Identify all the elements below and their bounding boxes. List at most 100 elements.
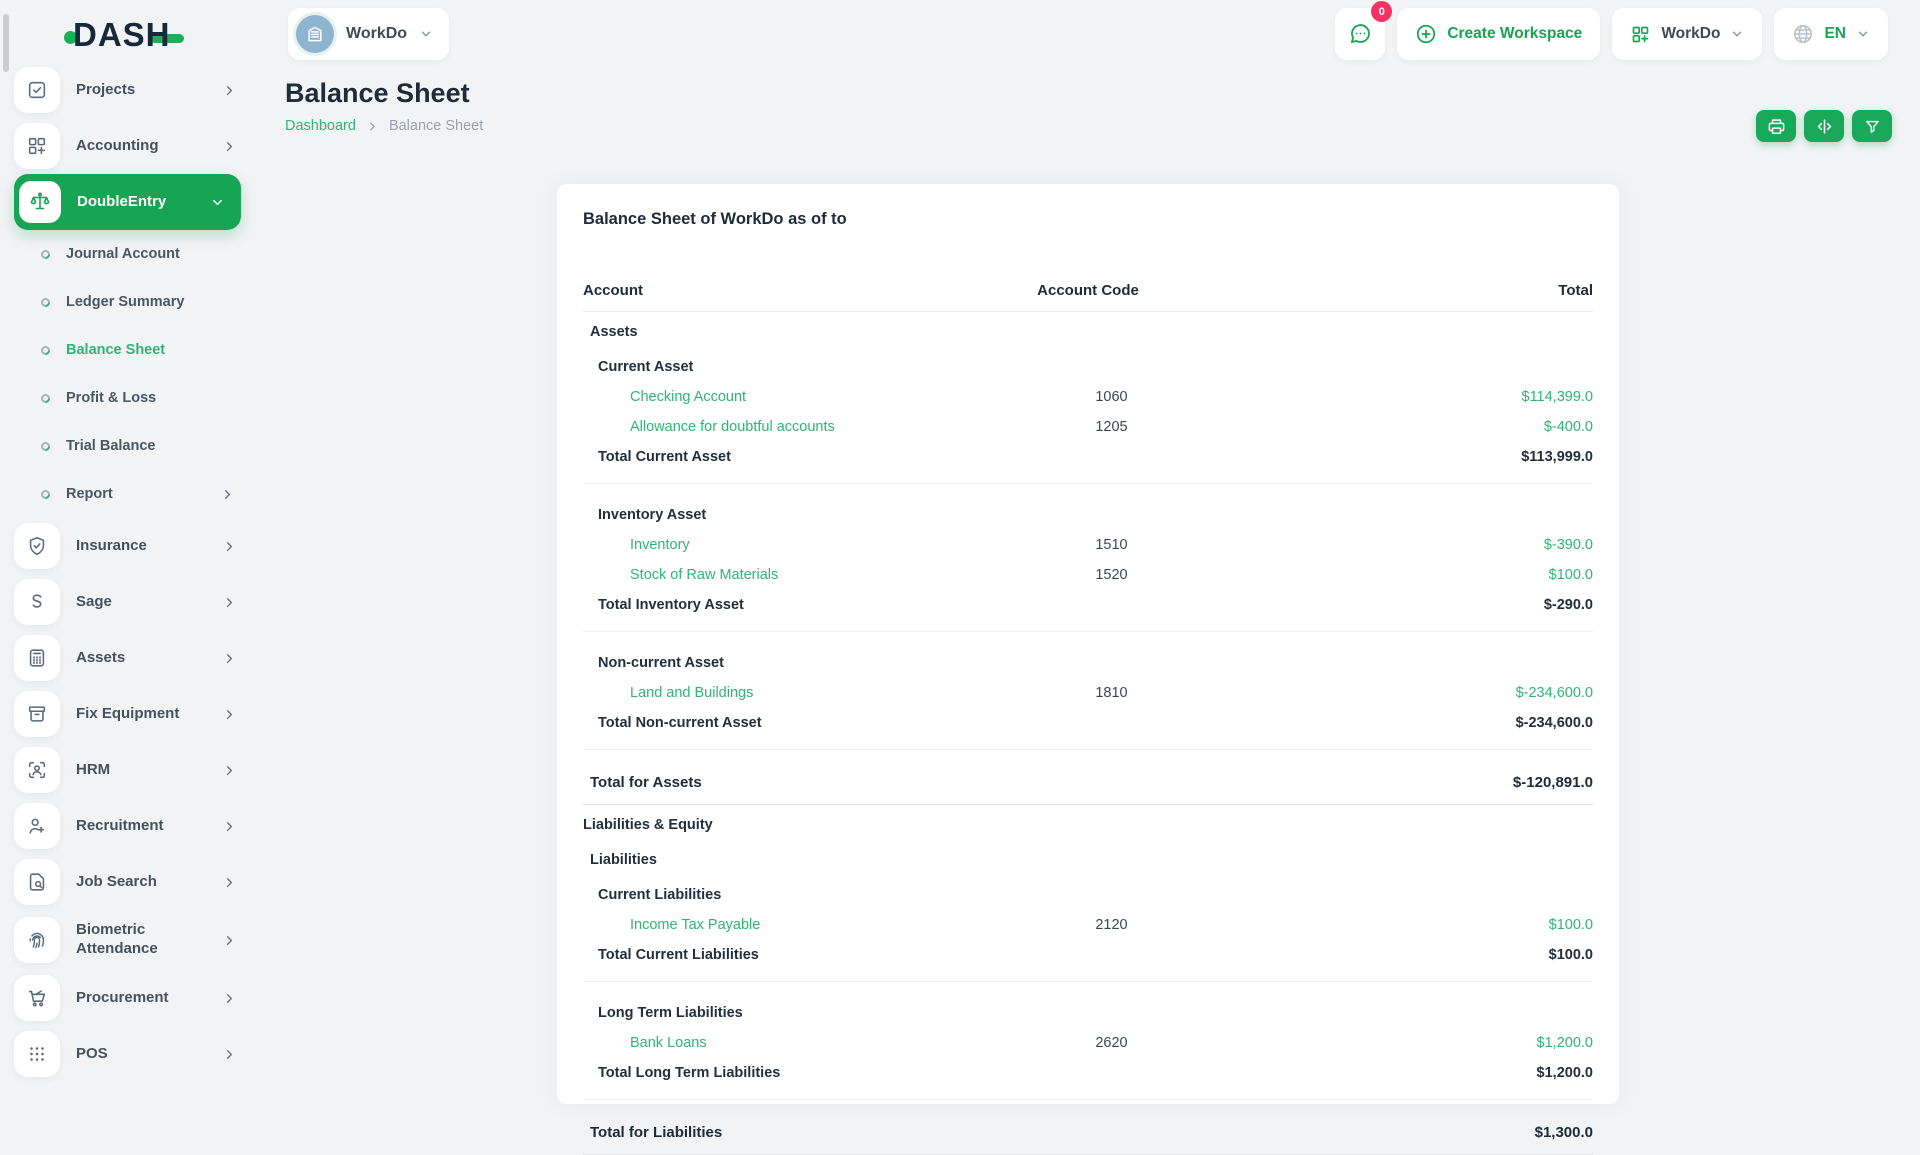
- account-cell: Total Current Liabilities: [598, 947, 759, 963]
- balance-sheet-table: Account Account Code Total Assets Curren…: [583, 271, 1593, 1155]
- sidebar-item-insurance[interactable]: Insurance: [14, 518, 255, 574]
- sidebar-subitem-profit-loss[interactable]: Profit & Loss: [14, 374, 255, 422]
- table-row: Non-current Asset: [583, 643, 1593, 678]
- account-cell: Non-current Asset: [598, 655, 724, 671]
- workspace-name: WorkDo: [346, 25, 408, 42]
- chevron-right-icon: [222, 819, 237, 834]
- print-button[interactable]: [1756, 110, 1796, 142]
- chevron-right-icon: [222, 763, 237, 778]
- sidebar-item-doubleentry[interactable]: DoubleEntry: [14, 174, 241, 230]
- sidebar-nav: Projects Accounting DoubleEntry Journal …: [0, 62, 255, 1080]
- account-cell: Total for Assets: [590, 774, 702, 791]
- chevron-right-icon: [222, 1047, 237, 1062]
- sidebar-item-hrm[interactable]: HRM: [14, 742, 255, 798]
- row-divider: [583, 483, 1593, 484]
- table-header-row: Account Account Code Total: [583, 271, 1593, 312]
- bullet-icon: [39, 343, 52, 357]
- breadcrumb-dashboard-link[interactable]: Dashboard: [285, 118, 356, 134]
- person-plus-icon: [14, 803, 60, 849]
- sidebar-item-recruitment[interactable]: Recruitment: [14, 798, 255, 854]
- account-cell: Checking Account: [583, 389, 1002, 405]
- person-frame-icon: [14, 747, 60, 793]
- topbar-actions: 0 Create Workspace WorkDo EN: [1335, 1, 1888, 60]
- account-cell: Current Liabilities: [598, 887, 722, 903]
- total-cell: $-234,600.0: [1515, 715, 1593, 731]
- sidebar-item-job-search[interactable]: Job Search: [14, 854, 255, 910]
- account-link[interactable]: Income Tax Payable: [630, 917, 761, 933]
- chevron-right-icon: [366, 120, 379, 133]
- dots-grid-icon: [14, 1031, 60, 1077]
- workspace-selector[interactable]: WorkDo: [288, 8, 450, 60]
- workspace-dropdown[interactable]: WorkDo: [1612, 8, 1763, 60]
- account-code-cell: 1060: [1095, 389, 1128, 405]
- column-header-account-code: Account Code: [1037, 282, 1139, 299]
- sidebar-item-sage[interactable]: Sage: [14, 574, 255, 630]
- account-cell: Allowance for doubtful accounts: [583, 419, 1002, 435]
- create-workspace-button[interactable]: Create Workspace: [1397, 8, 1601, 60]
- sidebar-item-fix-equipment[interactable]: Fix Equipment: [14, 686, 255, 742]
- table-row: Total for Assets $-120,891.0: [583, 761, 1593, 805]
- calculator-icon: [14, 635, 60, 681]
- account-cell: Assets: [590, 324, 638, 340]
- sidebar-subitem-trial-balance[interactable]: Trial Balance: [14, 422, 255, 470]
- bullet-icon: [39, 391, 52, 405]
- total-cell: $100.0: [1548, 917, 1593, 933]
- sidebar-subitem-ledger-summary[interactable]: Ledger Summary: [14, 278, 255, 326]
- account-code-cell: 2620: [1095, 1035, 1128, 1051]
- table-row: Allowance for doubtful accounts 1205 $-4…: [583, 412, 1593, 442]
- sidebar-item-assets[interactable]: Assets: [14, 630, 255, 686]
- total-cell: $100.0: [1548, 947, 1593, 963]
- sidebar-subitem-journal-account[interactable]: Journal Account: [14, 230, 255, 278]
- dash-logo[interactable]: DASH: [64, 16, 184, 54]
- account-cell: Total Long Term Liabilities: [598, 1065, 781, 1081]
- table-row: Total for Liabilities $1,300.0: [583, 1111, 1593, 1155]
- sidebar-item-projects[interactable]: Projects: [14, 62, 255, 118]
- checkbox-icon: [14, 67, 60, 113]
- account-cell: Stock of Raw Materials: [583, 567, 1002, 583]
- cart-icon: [14, 975, 60, 1021]
- account-link[interactable]: Bank Loans: [630, 1035, 707, 1051]
- sidebar-subitem-report[interactable]: Report: [14, 470, 255, 518]
- sidebar-scrollbar[interactable]: [3, 14, 9, 72]
- sidebar-item-biometric-attendance[interactable]: Biometric Attendance: [14, 910, 255, 970]
- chevron-right-icon: [220, 487, 235, 502]
- total-cell: $1,300.0: [1534, 1124, 1593, 1141]
- bullet-icon: [39, 295, 52, 309]
- table-row: Total Current Liabilities $100.0: [583, 940, 1593, 970]
- sidebar-item-accounting[interactable]: Accounting: [14, 118, 255, 174]
- table-row: Inventory 1510 $-390.0: [583, 530, 1593, 560]
- page-actions: [1756, 110, 1892, 142]
- sidebar-item-pos[interactable]: POS: [14, 1026, 255, 1082]
- table-row: Bank Loans 2620 $1,200.0: [583, 1028, 1593, 1058]
- account-link[interactable]: Checking Account: [630, 389, 747, 405]
- notification-badge: 0: [1371, 1, 1393, 22]
- grid-plus-icon: [1630, 24, 1651, 45]
- globe-icon: [1792, 23, 1814, 45]
- chevron-down-icon: [1730, 27, 1744, 41]
- account-code-cell: 1205: [1095, 419, 1128, 435]
- account-link[interactable]: Land and Buildings: [630, 685, 754, 701]
- table-row: Current Asset: [583, 347, 1593, 382]
- filter-button[interactable]: [1852, 110, 1892, 142]
- column-header-total: Total: [1558, 282, 1593, 299]
- workspace-dropdown-label: WorkDo: [1661, 25, 1721, 42]
- account-code-cell: 1520: [1095, 567, 1128, 583]
- chevron-down-icon: [1856, 27, 1870, 41]
- account-link[interactable]: Inventory: [630, 537, 690, 553]
- table-row: Total Current Asset $113,999.0: [583, 442, 1593, 472]
- account-link[interactable]: Allowance for doubtful accounts: [630, 419, 835, 435]
- sidebar-subitem-balance-sheet[interactable]: Balance Sheet: [14, 326, 255, 374]
- bullet-icon: [39, 247, 52, 261]
- account-link[interactable]: Stock of Raw Materials: [630, 567, 779, 583]
- account-cell: Current Asset: [598, 359, 694, 375]
- account-cell: Total Non-current Asset: [598, 715, 762, 731]
- sidebar-item-procurement[interactable]: Procurement: [14, 970, 255, 1026]
- messenger-button[interactable]: 0: [1335, 1, 1393, 60]
- account-cell: Inventory: [583, 537, 1002, 553]
- workspace-avatar: [296, 15, 334, 53]
- page-title: Balance Sheet: [285, 78, 470, 108]
- total-cell: $-400.0: [1543, 419, 1593, 435]
- table-body: Assets Current Asset Checking Account 10…: [583, 312, 1593, 1155]
- language-selector[interactable]: EN: [1774, 8, 1888, 60]
- toggle-view-button[interactable]: [1804, 110, 1844, 142]
